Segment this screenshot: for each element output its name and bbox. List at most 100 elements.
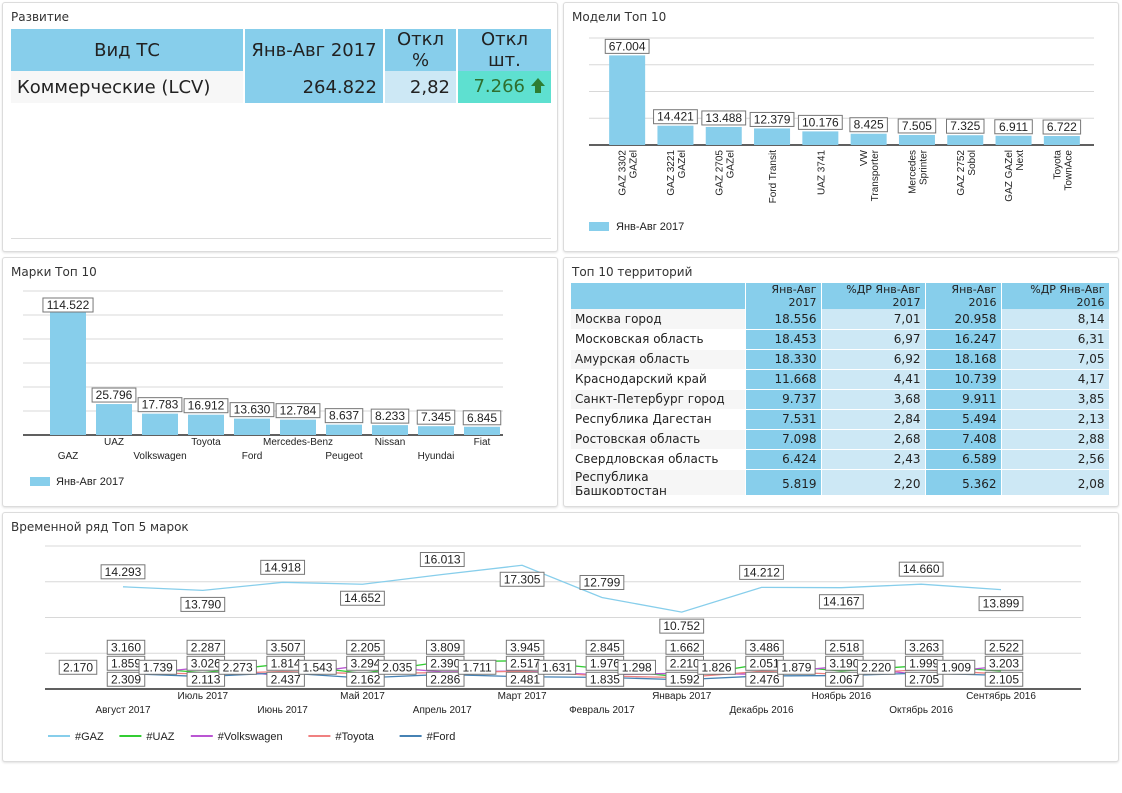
table-row: Республика Дагестан 7.531 2,84 5.494 2,13: [571, 409, 1110, 430]
legend-label: #Volkswagen: [218, 731, 283, 743]
bar: [754, 128, 791, 145]
tick-label: Сентябрь 2016: [966, 690, 1036, 702]
data-label-box: [186, 671, 226, 687]
value-cell: 3,85: [1001, 389, 1110, 410]
data-label: 1.826: [702, 660, 732, 674]
data-label: 1.879: [781, 660, 811, 674]
data-label: 2.476: [750, 672, 780, 686]
bar: [995, 135, 1032, 145]
data-label: 10.176: [802, 115, 839, 129]
data-label-box: [898, 561, 944, 577]
tick-label: Ford: [242, 451, 263, 462]
legend-swatch: [30, 477, 50, 486]
timeseries-panel: Временной ряд Топ 5 марок 14.293 13.790 14…: [2, 512, 1119, 762]
table-row: Краснодарский край 11.668 4,41 10.739 4,17: [571, 369, 1110, 390]
value-cell: 16.247: [925, 329, 1002, 350]
data-label: 2.309: [111, 672, 141, 686]
data-label-box: [426, 639, 465, 655]
tick-label: Peugeot: [325, 451, 362, 462]
data-label-box: [260, 559, 306, 575]
data-label: 14.212: [743, 565, 780, 579]
data-label-box: [416, 409, 456, 425]
territory-name: Краснодарский край: [571, 369, 746, 390]
value-cell: 9.737: [745, 389, 822, 410]
data-label: 2.035: [382, 660, 412, 674]
tick-label-group: VW Transporter: [859, 149, 881, 201]
territory-name: Свердловская область: [571, 449, 746, 470]
data-label: 2.105: [989, 672, 1019, 686]
data-label: 3.190: [829, 656, 859, 670]
tick-label: Ноябрь 2016: [811, 690, 871, 702]
tick-label: UAZ: [104, 437, 124, 448]
deviation-units-cell: 7.266: [457, 71, 553, 103]
data-label: 8.233: [375, 409, 405, 423]
col-header: Янв-Авг 2017: [745, 283, 822, 309]
data-label: 2.162: [350, 672, 380, 686]
table-row: Республика Башкортостан 5.819 2,20 5.362 2,0…: [571, 469, 1110, 495]
data-label-box: [266, 671, 305, 687]
data-label: 7.345: [421, 410, 451, 424]
col-header: Откл %: [384, 29, 458, 71]
data-label: 13.630: [234, 403, 271, 417]
models-panel: Модели Топ 10 67.004 GAZ 3302 GAZel 14.421 G…: [563, 2, 1119, 252]
tick-label: Next: [1015, 150, 1026, 171]
data-label-box: [585, 639, 625, 655]
value-cell: 6.589: [925, 449, 1002, 470]
col-header: Янв-Авг 2017: [244, 29, 385, 71]
data-label: 2.051: [750, 656, 780, 670]
value-cell: 6,97: [821, 329, 926, 350]
data-label: 3.507: [271, 640, 301, 654]
data-label: 6.722: [1047, 120, 1077, 134]
data-label-box: [701, 110, 747, 126]
data-label: 2.287: [191, 640, 221, 654]
value-cell: 18.168: [925, 349, 1002, 370]
data-label-box: [505, 639, 545, 655]
data-label: 14.293: [105, 565, 142, 579]
data-label: 3.809: [430, 640, 460, 654]
value-cell: 4,41: [821, 369, 926, 390]
tick-label-group: GAZ 2752 Sobol: [956, 150, 978, 196]
data-label-box: [994, 119, 1033, 135]
value-cell: 2,68: [821, 429, 926, 450]
tick-label: Октябрь 2016: [889, 704, 953, 716]
data-label-box: [183, 398, 229, 414]
data-label: 1.662: [670, 640, 700, 654]
data-label-box: [275, 403, 321, 419]
territory-name: Московская область: [571, 329, 746, 350]
data-label: 1.835: [590, 672, 620, 686]
data-label-box: [825, 671, 864, 687]
territory-name: Санкт-Петербург город: [571, 389, 746, 410]
value-cell: 6.424: [745, 449, 822, 470]
tick-label: Январь 2017: [652, 691, 712, 702]
value-cell: 20.958: [925, 309, 1002, 330]
data-label-box: [58, 659, 98, 675]
tick-label: Февраль 2017: [569, 705, 635, 716]
value-cell: 9.911: [925, 389, 1002, 410]
tick-label: GAZ 2752: [956, 150, 967, 196]
bar: [372, 425, 408, 435]
brands-panel: Марки Топ 10 114.522 GAZ 25.796 UAZ 17.783 Vo…: [2, 257, 558, 507]
data-label: 12.799: [584, 575, 621, 589]
data-label: 1.976: [590, 656, 620, 670]
data-label-box: [324, 408, 364, 424]
data-label-box: [984, 639, 1024, 655]
data-label-box: [904, 639, 944, 655]
data-label-box: [106, 671, 146, 687]
value-cell: 2,88: [1001, 429, 1110, 450]
data-label: 114.522: [47, 298, 90, 312]
data-label-box: [984, 655, 1024, 671]
territories-panel: Топ 10 территорий Янв-Авг 2017 %ДР Янв-А…: [563, 257, 1119, 507]
data-label: 3.294: [350, 656, 380, 670]
data-label: 14.918: [264, 560, 301, 574]
data-label-box: [457, 659, 497, 675]
data-label: 3.160: [111, 640, 141, 654]
data-label-box: [340, 590, 385, 606]
value-cell: 2,56: [1001, 449, 1110, 470]
data-label: 2.273: [223, 660, 253, 674]
tick-label-group: GAZ 3302 GAZel: [618, 150, 640, 196]
data-label-box: [346, 639, 385, 655]
data-label-box: [749, 111, 795, 127]
territories-table-scroll[interactable]: Янв-Авг 2017 %ДР Янв-Авг 2017 Янв-Авг 20…: [571, 283, 1117, 495]
bar: [418, 426, 454, 435]
